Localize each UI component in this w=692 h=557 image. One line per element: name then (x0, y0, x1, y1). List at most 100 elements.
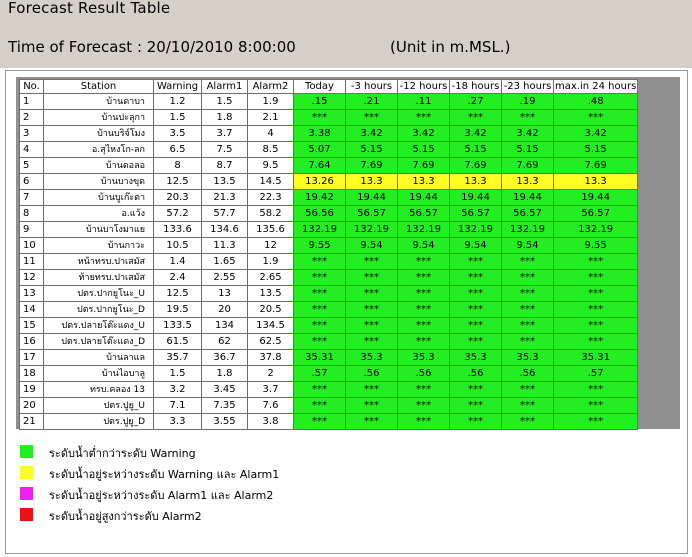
cell-alarm1: 3.55 (201, 413, 248, 430)
cell-minus-12h: 56.57 (397, 205, 450, 222)
forecast-table: No. Station Warning Alarm1 Alarm2 Today -3 hou… (19, 79, 639, 430)
legend-swatch-red (20, 508, 33, 521)
column-header-station[interactable]: Station (43, 79, 154, 94)
column-header-warning[interactable]: Warning (153, 79, 202, 94)
table-row[interactable]: 11 หน้าทรบ.ปาเสมัส 1.4 1.65 1.9 *** *** *** *** *… (19, 253, 639, 270)
column-header-minus-12h[interactable]: -12 hours (397, 79, 450, 94)
cell-max-24h: *** (552, 317, 639, 334)
cell-today: *** (293, 109, 346, 126)
cell-no: 20 (19, 397, 44, 414)
legend-label: ระดับน้ำต่ำกว่าระดับ Warning (49, 447, 196, 460)
cell-max-24h: 9.55 (552, 237, 639, 254)
cell-alarm2: 134.5 (247, 317, 294, 334)
table-row[interactable]: 17 บ้านลาแล 35.7 36.7 37.8 35.31 35.3 35.3 35.3 3… (19, 349, 639, 366)
cell-warning: 2.4 (153, 269, 202, 286)
cell-max-24h: *** (552, 285, 639, 302)
cell-no: 16 (19, 333, 44, 350)
cell-station: ปตร.ปูยู_U (43, 397, 154, 414)
column-header-no[interactable]: No. (19, 79, 44, 94)
cell-minus-23h: *** (501, 333, 554, 350)
column-header-minus-3h[interactable]: -3 hours (345, 79, 398, 94)
column-header-minus-23h[interactable]: -23 hours (501, 79, 554, 94)
cell-today: 56.56 (293, 205, 346, 222)
cell-alarm2: 58.2 (247, 205, 294, 222)
table-row[interactable]: 21 ปตร.ปูยู_D 3.3 3.55 3.8 *** *** *** *** *** *** (19, 413, 639, 430)
table-row[interactable]: 9 บ้านบาโงมาแย 133.6 134.6 135.6 132.19 132.19… (19, 221, 639, 238)
table-body: 1 บ้านดาบา 1.2 1.5 1.9.15.21.11.27.19.48 2 บ้า… (19, 93, 639, 430)
cell-minus-18h: 9.54 (449, 237, 502, 254)
cell-warning: 3.5 (153, 125, 202, 142)
cell-minus-12h: 7.69 (397, 157, 450, 174)
cell-station: ปตร.ปูยู_D (43, 413, 154, 430)
cell-station: ปตร.ปลายโต๊ะแดง_U (43, 317, 154, 334)
table-row[interactable]: 3 บ้านบริจ์โมง 3.5 3.7 4 3.38 3.42 3.42 3.42 3.42… (19, 125, 639, 142)
table-row[interactable]: 5 บ้านดอลอ 8 8.7 9.5 7.64 7.69 7.69 7.69 7.69 7.69 (19, 157, 639, 174)
cell-station: ปตร.ปากยูโนะ_U (43, 285, 154, 302)
cell-max-24h: 3.42 (552, 125, 639, 142)
cell-minus-23h: 132.19 (501, 221, 554, 238)
cell-minus-12h: *** (397, 285, 450, 302)
cell-alarm1: 1.8 (201, 365, 248, 382)
cell-minus-3h: 5.15 (345, 141, 398, 158)
cell-no: 19 (19, 381, 44, 398)
table-row[interactable]: 13 ปตร.ปากยูโนะ_U 12.5 13 13.5 *** *** *** *** **… (19, 285, 639, 302)
table-header-row: No. Station Warning Alarm1 Alarm2 Today -3 hou… (19, 79, 639, 94)
table-row[interactable]: 16 ปตร.ปลายโต๊ะแดง_D 61.5 62 62.5 *** *** *** **… (19, 333, 639, 350)
cell-alarm2: 37.8 (247, 349, 294, 366)
table-row[interactable]: 2 บ้านปะลุกา 1.5 1.8 2.1 *** *** *** *** *** *** (19, 109, 639, 126)
cell-minus-18h: *** (449, 285, 502, 302)
cell-no: 7 (19, 189, 44, 206)
cell-minus-23h: 5.15 (501, 141, 554, 158)
cell-max-24h: 7.69 (552, 157, 639, 174)
cell-alarm2: 7.6 (247, 397, 294, 414)
forecast-time-label: Time of Forecast : 20/10/2010 8:00:00 (8, 38, 296, 56)
table-row[interactable]: 4 อ.สุไหงโก-ลก 6.5 7.5 8.5 5.07 5.15 5.15 5.15 5.… (19, 141, 639, 158)
cell-warning: 1.2 (153, 93, 202, 110)
cell-minus-3h: *** (345, 317, 398, 334)
cell-station: บ้านกาวะ (43, 237, 154, 254)
cell-alarm2: 8.5 (247, 141, 294, 158)
table-row[interactable]: 10 บ้านกาวะ 10.5 11.3 12 9.55 9.54 9.54 9.54 9.54… (19, 237, 639, 254)
table-row[interactable]: 19 ทรบ.คลอง 13 3.2 3.45 3.7 *** *** *** *** *** **… (19, 381, 639, 398)
table-row[interactable]: 18 บ้านไอบาลู 1.5 1.8 2.57.56.56.56.56.57 (19, 365, 639, 382)
cell-today: *** (293, 285, 346, 302)
cell-minus-18h: *** (449, 317, 502, 334)
cell-alarm2: 135.6 (247, 221, 294, 238)
cell-alarm2: 14.5 (247, 173, 294, 190)
legend-item-red: ระดับน้ำอยู่สูงกว่าระดับ Alarm2 (20, 504, 420, 525)
cell-today: *** (293, 253, 346, 270)
column-header-max-24h[interactable]: max.in 24 hours (552, 79, 639, 94)
cell-minus-3h: 35.3 (345, 349, 398, 366)
cell-warning: 12.5 (153, 173, 202, 190)
cell-warning: 7.1 (153, 397, 202, 414)
column-header-today[interactable]: Today (293, 79, 346, 94)
cell-minus-23h: *** (501, 397, 554, 414)
column-header-minus-18h[interactable]: -18 hours (449, 79, 502, 94)
table-row[interactable]: 8 อ.แว้ง 57.2 57.7 58.2 56.56 56.57 56.57 56.57 5… (19, 205, 639, 222)
cell-today: *** (293, 301, 346, 318)
cell-alarm1: 21.3 (201, 189, 248, 206)
table-row[interactable]: 1 บ้านดาบา 1.2 1.5 1.9.15.21.11.27.19.48 (19, 93, 639, 110)
cell-minus-3h: *** (345, 253, 398, 270)
column-header-alarm2[interactable]: Alarm2 (247, 79, 294, 94)
table-row[interactable]: 6 บ้านบางขุด 12.5 13.5 14.5 13.26 13.3 13.3 13.3… (19, 173, 639, 190)
table-row[interactable]: 7 บ้านบูเก๊ะตา 20.3 21.3 22.3 19.42 19.44 19.44… (19, 189, 639, 206)
table-row[interactable]: 12 ท้ายทรบ.ปาเสมัส 2.4 2.55 2.65 *** *** *** ***… (19, 269, 639, 286)
table-row[interactable]: 14 ปตร.ปากยูโนะ_D 19.5 20 20.5 *** *** *** *** **… (19, 301, 639, 318)
cell-alarm1: 8.7 (201, 157, 248, 174)
legend-label: ระดับน้ำอยู่สูงกว่าระดับ Alarm2 (49, 510, 202, 523)
cell-minus-18h: *** (449, 253, 502, 270)
page-title: Forecast Result Table (8, 0, 171, 17)
cell-max-24h: 35.31 (552, 349, 639, 366)
cell-station: อ.แว้ง (43, 205, 154, 222)
cell-minus-18h: 35.3 (449, 349, 502, 366)
cell-today: 7.64 (293, 157, 346, 174)
cell-minus-12h: *** (397, 397, 450, 414)
cell-max-24h: 5.15 (552, 141, 639, 158)
cell-alarm2: 1.9 (247, 93, 294, 110)
table-row[interactable]: 15 ปตร.ปลายโต๊ะแดง_U 133.5 134 134.5 *** *** **… (19, 317, 639, 334)
column-header-alarm1[interactable]: Alarm1 (201, 79, 248, 94)
table-row[interactable]: 20 ปตร.ปูยู_U 7.1 7.35 7.6 *** *** *** *** *** *** (19, 397, 639, 414)
cell-alarm1: 2.55 (201, 269, 248, 286)
cell-warning: 10.5 (153, 237, 202, 254)
